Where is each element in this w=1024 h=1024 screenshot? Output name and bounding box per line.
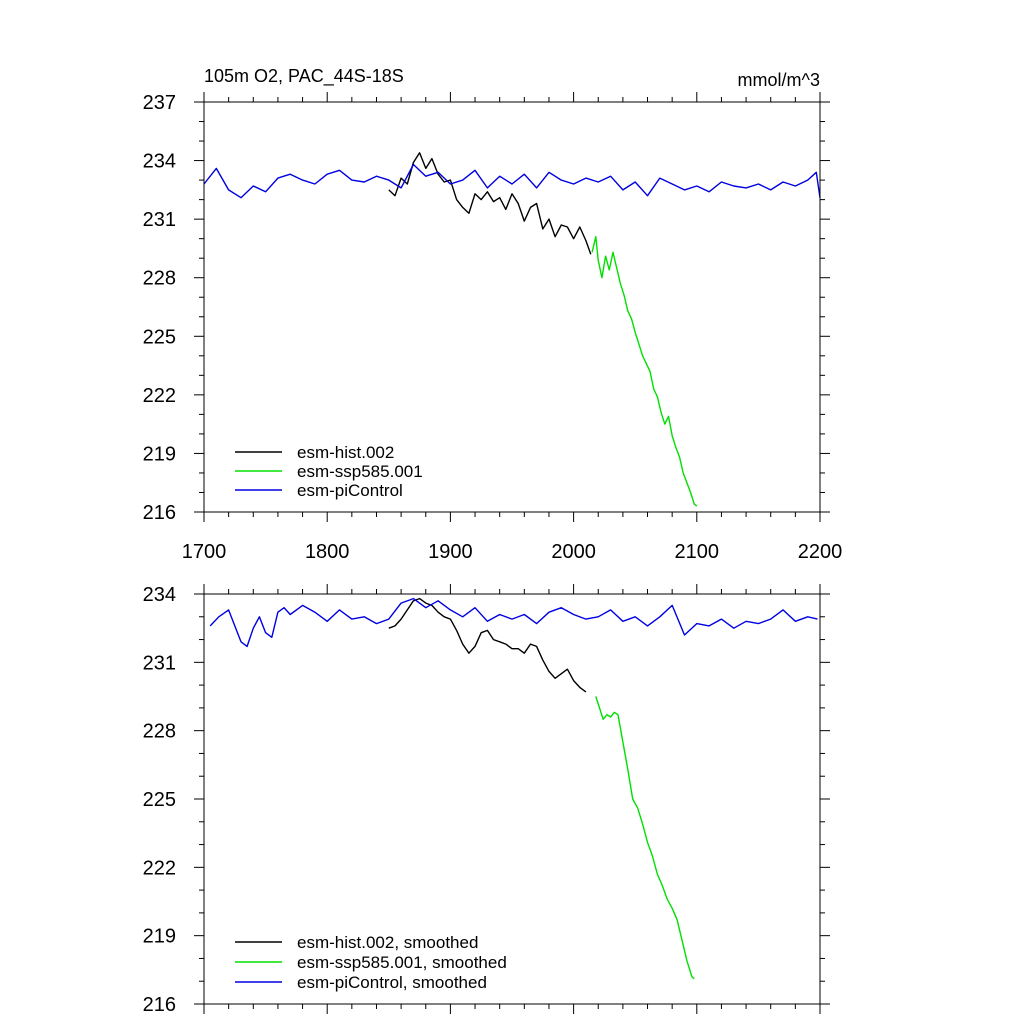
bottom-ytick-label: 219 (143, 926, 176, 948)
top-xtick-label: 1700 (182, 541, 227, 563)
top-xtick-label: 2100 (675, 541, 720, 563)
top-ytick-label: 234 (143, 151, 176, 173)
bottom-plot-frame (203, 593, 821, 1005)
bottom-ytick-label: 216 (143, 994, 176, 1016)
top-series-line-pic (203, 163, 821, 199)
top-series-line-ssp (591, 235, 698, 507)
bottom-ytick-label: 225 (143, 789, 176, 811)
bottom-series-line-hist (388, 597, 587, 693)
bottom-ytick-label: 222 (143, 857, 176, 879)
top-ticks: 216 219 222 225 228 231 234 237 1700 1800 1900 2000… (143, 92, 843, 563)
bottom-ytick-label: 228 (143, 721, 176, 743)
top-units: mmol/m^3 (738, 70, 820, 90)
bottom-panel: 216 219 222 225 228 231 234 esm-hist.002, smoo… (143, 584, 830, 1016)
legend-label-ssp-smoothed: esm-ssp585.001, smoothed (297, 953, 507, 972)
legend-label-pic-smoothed: esm-piControl, smoothed (297, 973, 487, 992)
top-xtick-label: 2000 (551, 541, 596, 563)
top-series-line-hist (388, 152, 592, 255)
bottom-series-line-ssp (595, 696, 695, 980)
top-ytick-label: 231 (143, 209, 176, 231)
top-ytick-label: 237 (143, 92, 176, 114)
top-ytick-label: 228 (143, 268, 176, 290)
top-panel: 105m O2, PAC_44S-18S mmol/m^3 2162192222… (143, 66, 843, 563)
top-xtick-label: 1800 (305, 541, 350, 563)
top-title: 105m O2, PAC_44S-18S (204, 66, 404, 87)
bottom-ytick-label: 234 (143, 584, 176, 606)
legend-label-pic: esm-piControl (297, 481, 403, 500)
legend-label-hist: esm-hist.002 (297, 443, 394, 462)
top-xtick-label: 2200 (798, 541, 843, 563)
top-xtick-label: 1900 (428, 541, 473, 563)
top-ytick-label: 219 (143, 443, 176, 465)
top-ytick-label: 216 (143, 502, 176, 524)
bottom-ytick-label: 231 (143, 652, 176, 674)
top-legend: esm-hist.002 esm-ssp585.001 esm-piContro… (235, 443, 423, 500)
bottom-series (209, 597, 818, 980)
top-plot-frame (203, 101, 821, 513)
top-series (203, 152, 821, 507)
bottom-ticks: 216 219 222 225 228 231 234 (143, 584, 830, 1016)
bottom-series-line-pic (209, 597, 818, 648)
top-ytick-label: 222 (143, 385, 176, 407)
bottom-legend: esm-hist.002, smoothed esm-ssp585.001, s… (235, 933, 507, 992)
top-ytick-label: 225 (143, 326, 176, 348)
legend-label-hist-smoothed: esm-hist.002, smoothed (297, 933, 478, 952)
legend-label-ssp: esm-ssp585.001 (297, 462, 423, 481)
